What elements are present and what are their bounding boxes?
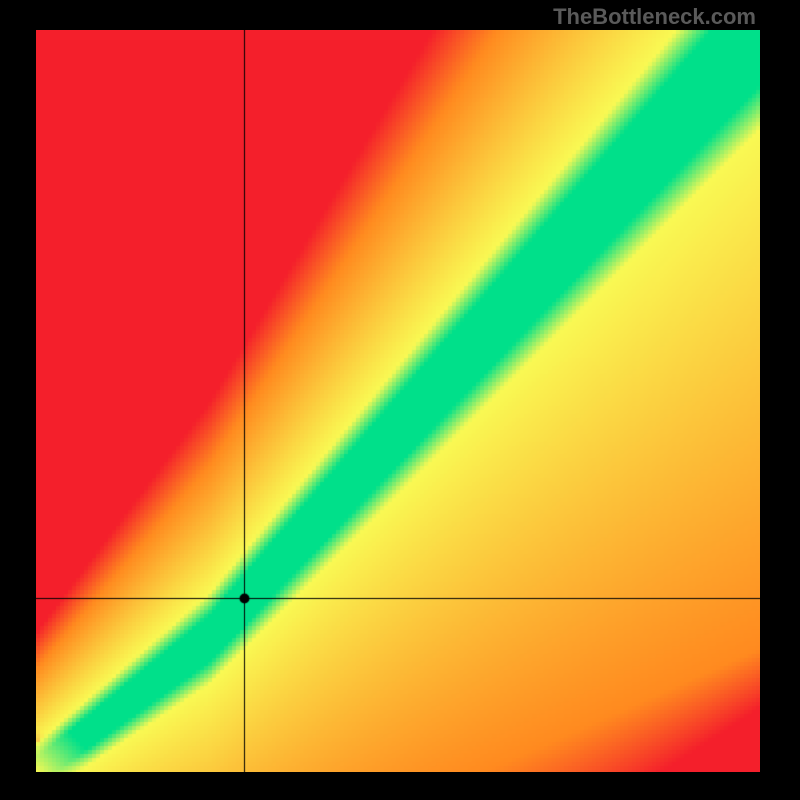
- bottleneck-heatmap: [36, 30, 760, 772]
- watermark-text: TheBottleneck.com: [553, 4, 756, 30]
- chart-container: TheBottleneck.com: [0, 0, 800, 800]
